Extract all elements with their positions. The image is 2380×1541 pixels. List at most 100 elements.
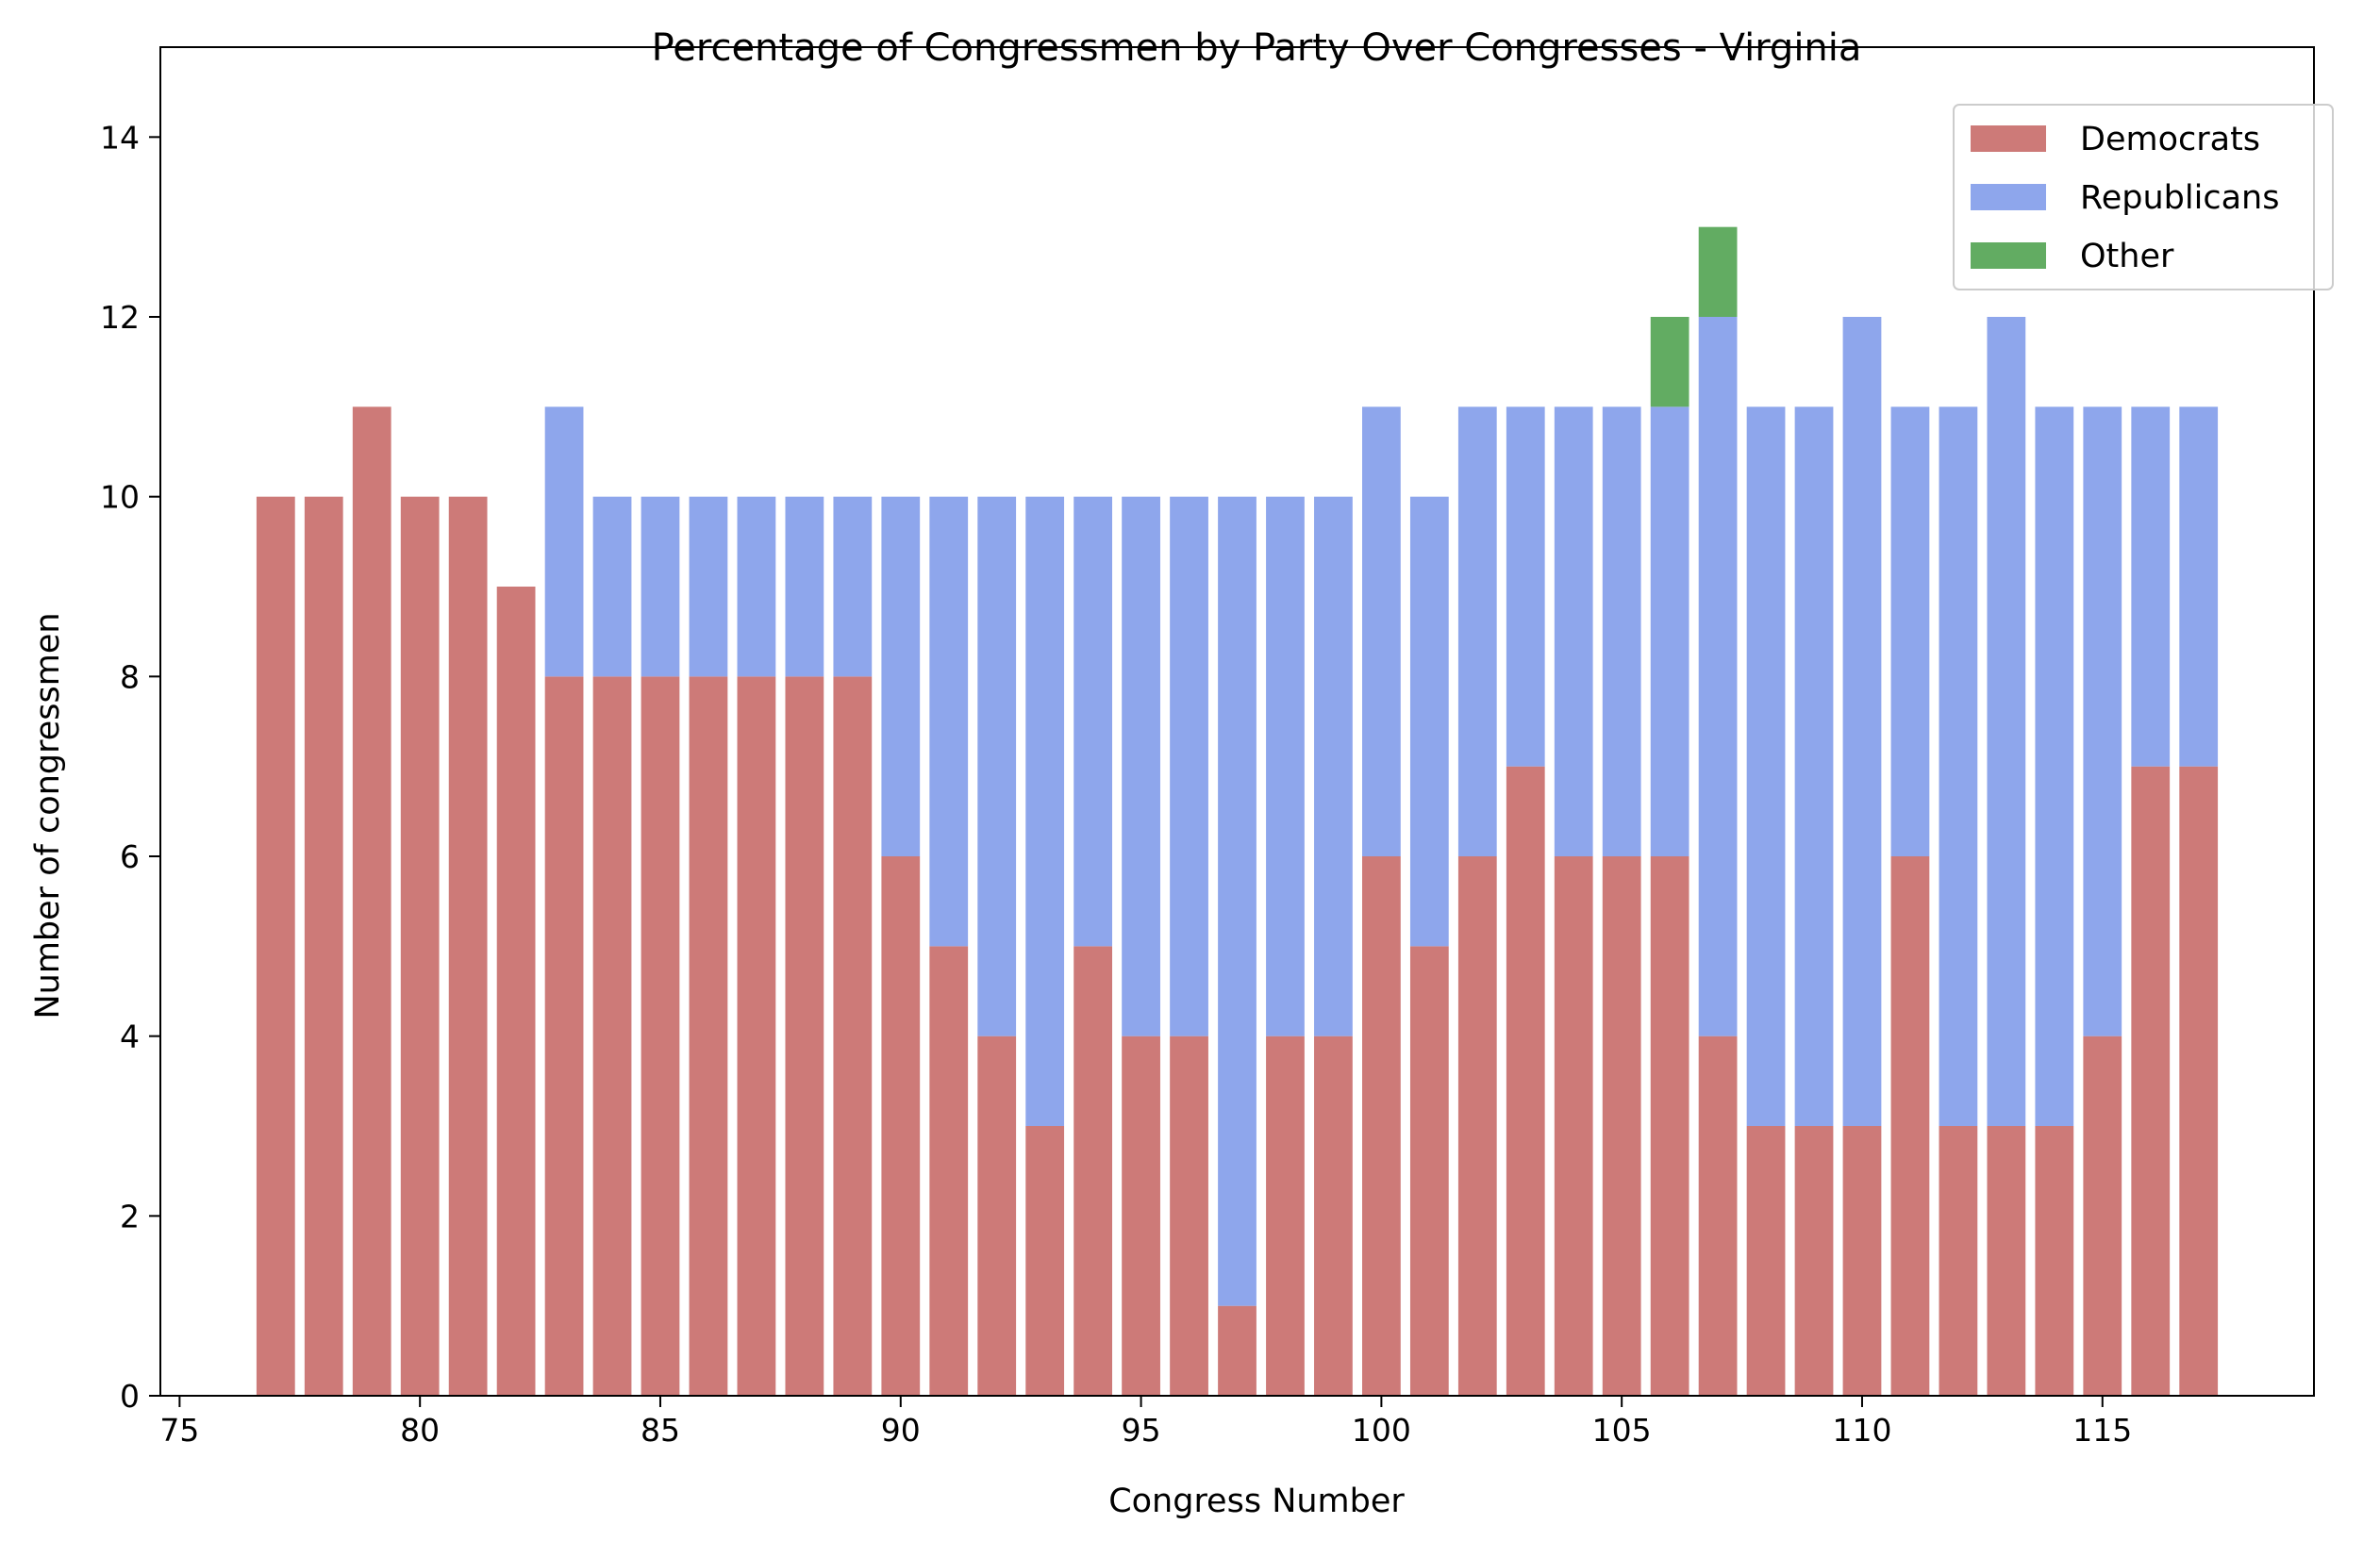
bar-democrats-92 [977, 1036, 1017, 1396]
y-tick-label-14: 14 [100, 119, 140, 156]
x-axis: 75 80 85 90 95 100 105 110 115 [159, 1396, 2132, 1449]
bar-other-106 [1650, 317, 1689, 407]
bar-republicans-105 [1602, 406, 1641, 856]
bar-democrats-102 [1457, 856, 1497, 1396]
bar-democrats-100 [1362, 856, 1401, 1396]
bar-democrats-109 [1794, 1126, 1834, 1396]
bar-republicans-101 [1409, 496, 1449, 947]
x-axis-label: Congress Number [1108, 1483, 1405, 1520]
y-tick-label-12: 12 [100, 299, 140, 336]
bar-democrats-111 [1890, 856, 1930, 1396]
y-tick-label-2: 2 [120, 1198, 140, 1234]
x-tick-label-100: 100 [1352, 1412, 1411, 1449]
legend: Democrats Republicans Other [1953, 104, 2334, 290]
y-tick-label-0: 0 [120, 1378, 140, 1415]
y-axis-label: Number of congressmen [29, 612, 67, 1019]
bar-republicans-115 [2083, 406, 2122, 1036]
bar-democrats-87 [737, 676, 776, 1396]
bar-democrats-81 [448, 496, 488, 1396]
bar-democrats-84 [592, 676, 632, 1396]
bar-democrats-95 [1122, 1036, 1160, 1396]
bar-republicans-110 [1842, 317, 1882, 1126]
bar-democrats-107 [1698, 1036, 1738, 1396]
bar-democrats-79 [352, 406, 391, 1397]
bar-democrats-96 [1170, 1036, 1208, 1396]
x-tick-label-95: 95 [1122, 1412, 1161, 1449]
bar-republicans-85 [641, 496, 680, 677]
bar-democrats-89 [833, 676, 873, 1396]
legend-swatch-democrats [1971, 125, 2046, 152]
bar-democrats-99 [1314, 1036, 1353, 1396]
bar-republicans-111 [1890, 406, 1930, 856]
y-tick-label-10: 10 [100, 479, 140, 516]
bar-republicans-84 [592, 496, 632, 677]
x-tick-label-85: 85 [641, 1412, 680, 1449]
bar-republicans-88 [785, 496, 824, 677]
bar-republicans-108 [1746, 406, 1786, 1127]
bar-democrats-85 [641, 676, 680, 1396]
x-tick-label-105: 105 [1592, 1412, 1652, 1449]
bar-republicans-117 [2179, 406, 2219, 767]
bar-republicans-97 [1218, 496, 1257, 1306]
bar-democrats-94 [1073, 946, 1113, 1396]
bar-republicans-100 [1362, 406, 1401, 856]
bar-democrats-83 [544, 676, 584, 1396]
y-tick-label-6: 6 [120, 838, 140, 875]
bar-democrats-98 [1266, 1036, 1305, 1396]
bar-democrats-88 [785, 676, 824, 1396]
x-tick-label-110: 110 [1832, 1412, 1891, 1449]
bar-democrats-78 [304, 496, 343, 1396]
x-tick-label-75: 75 [159, 1412, 199, 1449]
bar-democrats-117 [2179, 766, 2219, 1396]
bar-other-107 [1698, 226, 1738, 317]
bar-democrats-104 [1554, 856, 1593, 1396]
bar-republicans-114 [2035, 406, 2074, 1127]
bar-republicans-91 [929, 496, 969, 947]
bar-republicans-107 [1698, 317, 1738, 1036]
legend-box [1953, 104, 2334, 290]
bar-republicans-98 [1266, 496, 1305, 1036]
bar-democrats-112 [1939, 1126, 1978, 1396]
bars-layer [256, 226, 2219, 1397]
bar-democrats-91 [929, 946, 969, 1396]
legend-swatch-other [1971, 242, 2046, 269]
bar-democrats-116 [2131, 766, 2171, 1396]
x-tick-label-80: 80 [400, 1412, 440, 1449]
bar-democrats-114 [2035, 1126, 2074, 1396]
y-tick-label-8: 8 [120, 658, 140, 695]
x-tick-label-115: 115 [2072, 1412, 2132, 1449]
bar-democrats-105 [1602, 856, 1641, 1396]
bar-democrats-86 [689, 676, 728, 1396]
legend-label-other: Other [2080, 238, 2174, 275]
legend-swatch-republicans [1971, 184, 2046, 210]
plot-frame [159, 46, 2315, 1397]
bar-republicans-96 [1170, 496, 1208, 1036]
bar-democrats-113 [1987, 1126, 2026, 1396]
bar-republicans-109 [1794, 406, 1834, 1127]
x-tick-label-90: 90 [881, 1412, 921, 1449]
bar-republicans-90 [881, 496, 921, 856]
bar-republicans-106 [1650, 406, 1689, 856]
bar-republicans-112 [1939, 406, 1978, 1127]
bar-democrats-80 [400, 496, 440, 1396]
bar-democrats-110 [1842, 1126, 1882, 1396]
bar-republicans-89 [833, 496, 873, 677]
legend-label-republicans: Republicans [2080, 179, 2279, 217]
bar-democrats-90 [881, 856, 921, 1396]
bar-democrats-77 [256, 496, 295, 1396]
bar-democrats-101 [1409, 946, 1449, 1396]
bar-democrats-93 [1025, 1126, 1065, 1396]
bar-republicans-93 [1025, 496, 1065, 1126]
bar-republicans-102 [1457, 406, 1497, 856]
bar-democrats-82 [496, 587, 536, 1396]
bar-republicans-104 [1554, 406, 1593, 856]
bar-republicans-116 [2131, 406, 2171, 767]
bar-republicans-99 [1314, 496, 1353, 1036]
bar-democrats-103 [1506, 766, 1545, 1396]
y-axis: 0 2 4 6 8 10 12 14 [100, 119, 160, 1415]
bar-democrats-106 [1650, 856, 1689, 1396]
bar-republicans-94 [1073, 496, 1113, 947]
bar-democrats-108 [1746, 1126, 1786, 1396]
bar-democrats-97 [1218, 1305, 1257, 1396]
